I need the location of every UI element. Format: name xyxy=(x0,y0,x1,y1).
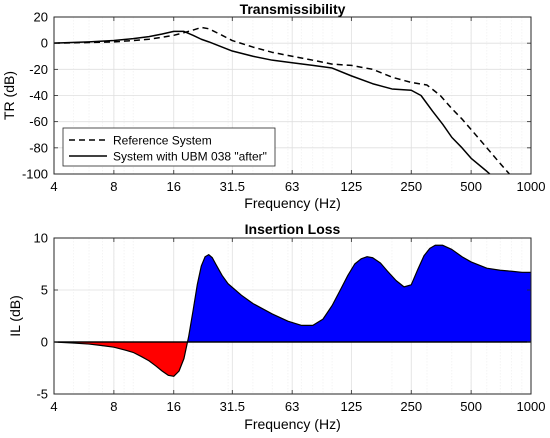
y-tick-label: 0 xyxy=(41,36,48,51)
x-tick-label: 500 xyxy=(460,179,482,194)
y-tick-label: -60 xyxy=(29,114,48,129)
legend-box xyxy=(62,127,276,167)
transmissibility-chart: 4 8 16 31.5 63 125 250 500 1000 20 0 -20 -40 -60 -80 -1… xyxy=(1,1,545,211)
chart-title: Insertion Loss xyxy=(245,221,341,237)
legend-entry: System with UBM 038 "after" xyxy=(113,150,267,164)
y-tick-label: -20 xyxy=(29,62,48,77)
legend: Reference System System with UBM 038 "aft… xyxy=(62,127,276,167)
positive-area xyxy=(186,244,531,343)
y-tick-label: -5 xyxy=(36,387,48,402)
chart-title: Transmissibility xyxy=(240,1,346,17)
x-tick-label: 31.5 xyxy=(220,399,245,414)
x-tick-label: 1000 xyxy=(517,399,546,414)
y-tick-label: -40 xyxy=(29,88,48,103)
y-tick-label: 10 xyxy=(34,231,48,246)
tick-labels: 4 8 16 31.5 63 125 250 500 1000 20 0 -20 -40 -60 -80 -1… xyxy=(22,10,545,195)
plot-marks xyxy=(54,244,531,377)
insertion-loss-chart: 4 8 16 31.5 63 125 250 500 1000 10 5 0 -5 Insertion L… xyxy=(7,221,545,432)
tick-labels: 4 8 16 31.5 63 125 250 500 1000 10 5 0 -5 xyxy=(34,231,546,415)
plot-marks xyxy=(54,26,511,174)
series-line-system-with-ubm xyxy=(54,30,491,174)
x-tick-label: 63 xyxy=(285,179,299,194)
x-tick-label: 16 xyxy=(167,399,181,414)
y-tick-label: 5 xyxy=(41,283,48,298)
x-tick-label: 8 xyxy=(110,399,117,414)
y-axis-label: TR (dB) xyxy=(1,71,17,120)
negative-area xyxy=(54,341,189,377)
x-tick-label: 1000 xyxy=(517,179,546,194)
y-axis-label: IL (dB) xyxy=(7,295,23,337)
x-tick-label: 125 xyxy=(341,179,363,194)
y-tick-label: -100 xyxy=(22,167,48,182)
x-tick-label: 63 xyxy=(285,399,299,414)
y-tick-label: -80 xyxy=(29,140,48,155)
x-axis-label: Frequency (Hz) xyxy=(244,195,340,211)
x-tick-label: 250 xyxy=(400,179,422,194)
x-tick-label: 500 xyxy=(460,399,482,414)
legend-entry: Reference System xyxy=(113,134,212,148)
x-tick-label: 4 xyxy=(50,179,57,194)
y-tick-label: 0 xyxy=(41,335,48,350)
series-line-reference-system xyxy=(54,26,511,174)
x-axis-label: Frequency (Hz) xyxy=(244,416,340,432)
x-tick-label: 4 xyxy=(50,399,57,414)
x-tick-label: 250 xyxy=(400,399,422,414)
x-tick-label: 31.5 xyxy=(220,179,245,194)
x-tick-label: 125 xyxy=(341,399,363,414)
y-tick-label: 20 xyxy=(34,10,48,25)
x-tick-label: 16 xyxy=(167,179,181,194)
x-tick-label: 8 xyxy=(110,179,117,194)
